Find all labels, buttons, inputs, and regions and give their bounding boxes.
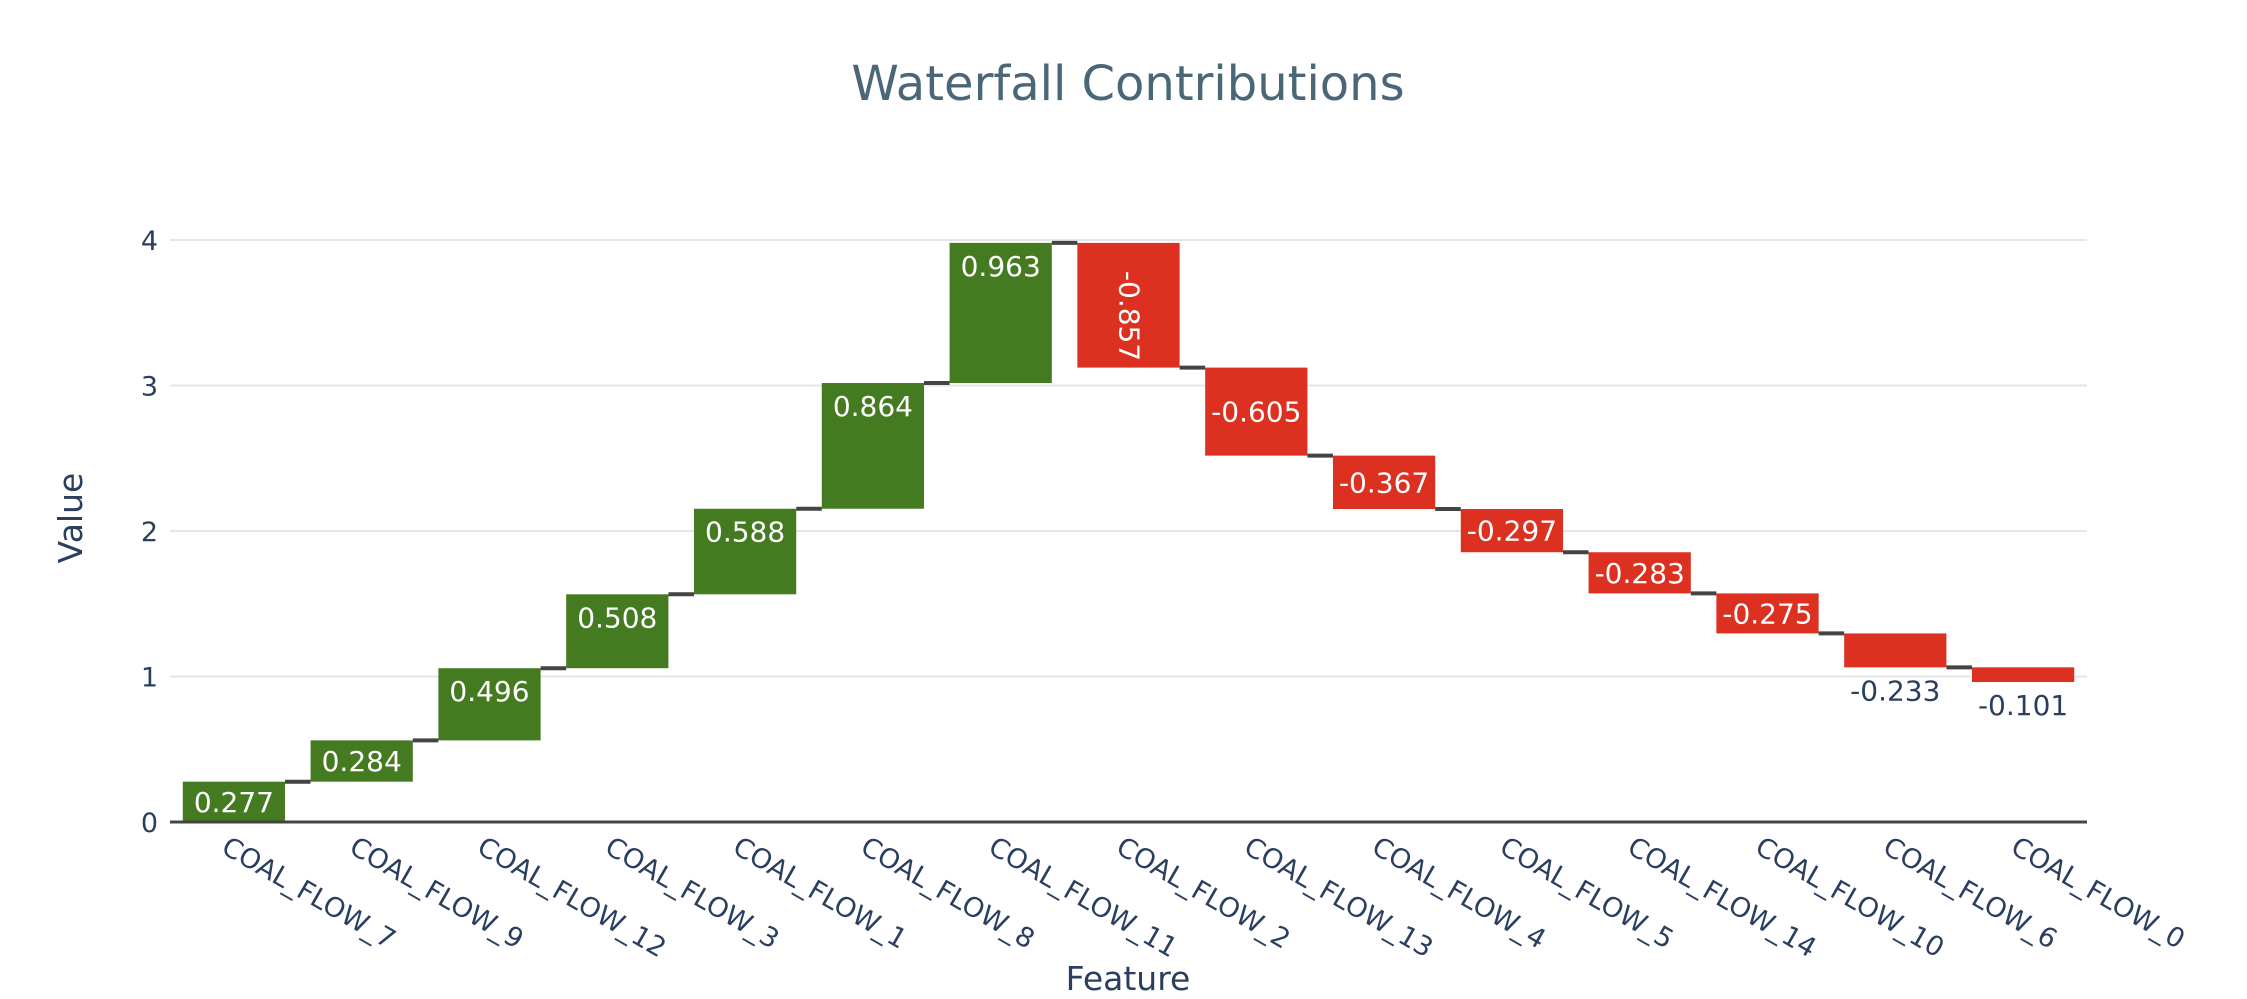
y-tick-label: 2 [141,517,158,548]
waterfall-bar [566,594,669,669]
waterfall-bar [1332,455,1436,510]
x-tick-labels: COAL_FLOW_7COAL_FLOW_9COAL_FLOW_12COAL_F… [216,831,2189,964]
bar-value-label: -0.101 [1978,689,2068,722]
bar-labels: 0.277 0.284 0.496 0.508 0.588 0.864 0.963 -0.85… [194,250,2068,819]
bar-value-label: -0.605 [1211,396,1301,429]
waterfall-bar [1460,509,1564,553]
waterfall-bar [949,242,1052,384]
bar-value-label: 0.864 [833,390,913,423]
y-tick-labels: 0 1 2 3 4 [141,226,158,839]
x-axis-title: Feature [1066,959,1191,998]
gridlines [170,239,2087,678]
bar-value-label: -0.367 [1339,466,1429,499]
waterfall-bar [182,781,286,822]
chart-title: Waterfall Contributions [851,56,1404,112]
y-tick-label: 1 [141,663,158,694]
waterfall-bar [310,740,413,782]
y-tick-label: 0 [141,808,158,839]
waterfall-bar [1588,552,1691,594]
bar-value-label: 0.963 [961,250,1041,283]
bar-value-label: -0.275 [1722,597,1812,630]
bar-value-label: 0.588 [705,516,785,549]
y-tick-label: 4 [141,226,158,257]
bar-value-label: -0.233 [1850,674,1940,707]
bar-value-label: 0.284 [322,745,402,778]
waterfall-bar [693,508,797,595]
waterfall-bar [1844,633,1947,668]
bar-value-label: -0.857 [1113,271,1146,361]
y-axis-title: Value [51,473,90,564]
bar-value-label: 0.508 [577,601,657,634]
waterfall-bar [1971,667,2075,683]
bar-value-label: -0.297 [1467,515,1557,548]
bars [182,242,2075,822]
waterfall-bar [1716,593,1819,634]
y-tick-label: 3 [141,372,158,403]
waterfall-bar [1205,367,1308,456]
connectors [285,240,1972,784]
bar-value-label: 0.496 [449,675,529,708]
bar-value-label: -0.283 [1595,557,1685,590]
waterfall-bar [438,668,541,741]
waterfall-bar [1077,242,1180,368]
waterfall-bar [821,383,925,509]
bar-value-label: 0.277 [194,786,274,819]
